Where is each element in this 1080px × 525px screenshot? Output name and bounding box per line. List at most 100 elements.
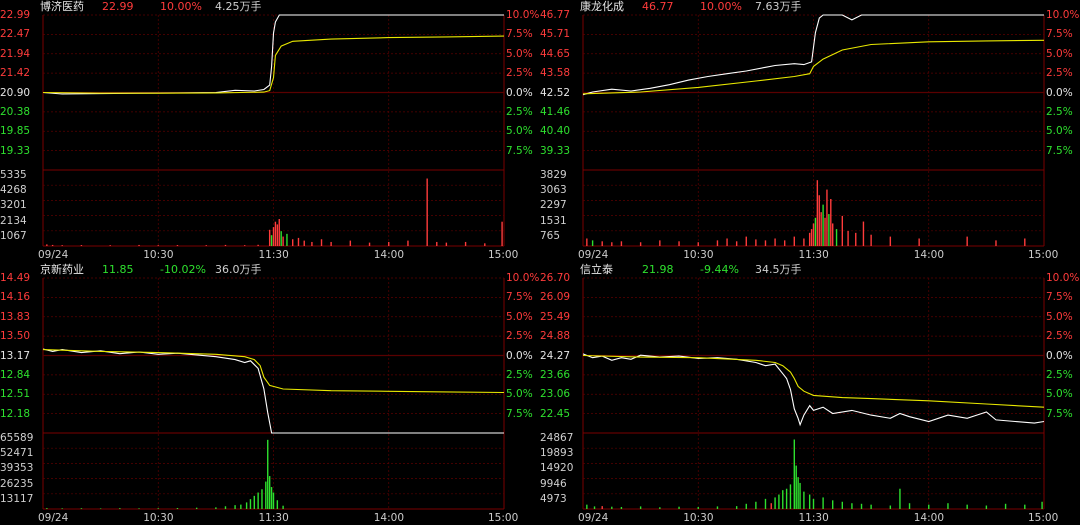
price-axis-label: 39.33 xyxy=(540,144,571,157)
intraday-chart xyxy=(42,14,505,247)
price-axis-label: 20.90 xyxy=(0,86,31,99)
volume-axis-label: 1067 xyxy=(0,229,27,242)
price-line xyxy=(42,14,504,95)
volume-total: 7.63万手 xyxy=(755,0,802,13)
percent-axis-label: 10.0% xyxy=(506,9,540,21)
time-axis-label: 14:00 xyxy=(913,512,945,524)
price-line xyxy=(582,14,1044,96)
chart-grid xyxy=(582,277,1045,510)
volume-axis-label: 4268 xyxy=(0,184,27,197)
date-label: 09/24 xyxy=(38,249,69,261)
price-axis-label: 22.99 xyxy=(0,9,31,21)
percent-axis-label: 5.0% xyxy=(506,388,533,401)
volume-axis-label: 2134 xyxy=(0,214,27,227)
percent-axis-label: 2.5% xyxy=(1046,330,1073,343)
percent-axis-label: 7.5% xyxy=(506,28,533,41)
time-axis-label: 14:00 xyxy=(913,249,945,261)
change-percent: -10.02% xyxy=(160,263,206,276)
volume-bars xyxy=(586,439,1043,509)
volume-total: 34.5万手 xyxy=(755,263,802,276)
last-price: 46.77 xyxy=(642,0,674,13)
percent-axis-label: 7.5% xyxy=(1046,144,1073,157)
volume-axis-label: 3063 xyxy=(540,184,567,197)
date-label: 09/24 xyxy=(578,249,609,261)
time-axis-label: 15:00 xyxy=(1028,249,1059,261)
stock-name: 信立泰 xyxy=(580,263,613,276)
price-axis-label: 24.27 xyxy=(540,349,571,362)
time-axis-label: 14:00 xyxy=(373,512,405,524)
price-axis-label: 13.83 xyxy=(0,310,31,323)
price-axis-label: 24.88 xyxy=(540,330,571,343)
time-axis-label: 11:30 xyxy=(798,512,829,524)
price-axis-label: 40.40 xyxy=(540,125,571,138)
stock-name: 康龙化成 xyxy=(580,0,624,13)
volume-axis-label: 19893 xyxy=(540,447,574,460)
percent-axis-label: 2.5% xyxy=(506,105,533,118)
price-axis-label: 21.42 xyxy=(0,67,31,80)
chart-grid xyxy=(42,14,505,247)
percent-axis-label: 5.0% xyxy=(506,125,533,138)
price-axis-label: 42.52 xyxy=(540,86,571,99)
volume-bars xyxy=(46,439,284,509)
volume-axis-label: 5335 xyxy=(0,169,27,181)
percent-axis-label: 0.0% xyxy=(1046,86,1073,99)
percent-axis-label: 7.5% xyxy=(506,144,533,157)
price-axis-label: 25.49 xyxy=(540,310,571,323)
time-axis-label: 11:30 xyxy=(798,249,829,261)
volume-axis-label: 65589 xyxy=(0,432,34,444)
time-axis-label: 11:30 xyxy=(258,249,289,261)
percent-axis-label: 2.5% xyxy=(1046,368,1073,381)
date-label: 09/24 xyxy=(578,512,609,524)
price-line xyxy=(42,348,504,434)
percent-axis-label: 2.5% xyxy=(506,67,533,80)
percent-axis-label: 0.0% xyxy=(1046,349,1073,362)
percent-axis-label: 5.0% xyxy=(506,310,533,323)
time-axis-label: 15:00 xyxy=(1028,512,1059,524)
time-axis-label: 15:00 xyxy=(488,249,519,261)
volume-axis-label: 765 xyxy=(540,229,561,242)
price-axis-label: 13.50 xyxy=(0,330,31,343)
price-axis-label: 41.46 xyxy=(540,105,571,118)
average-price-line xyxy=(42,349,505,394)
stock-panel-2: 康龙化成 46.77 10.00% 7.63万手 46.77 45.71 44.65 43.5… xyxy=(540,0,1080,262)
price-axis-label: 13.17 xyxy=(0,349,31,362)
intraday-chart xyxy=(582,277,1045,510)
volume-bars xyxy=(586,180,1026,246)
percent-axis-label: 5.0% xyxy=(1046,125,1073,138)
stock-panel-3: 京新药业 11.85 -10.02% 36.0万手 14.49 14.16 13.83 13.… xyxy=(0,263,540,525)
last-price: 21.98 xyxy=(642,263,674,276)
price-axis-label: 26.70 xyxy=(540,272,571,284)
percent-axis-label: 2.5% xyxy=(506,330,533,343)
average-price-line xyxy=(582,39,1045,95)
price-line xyxy=(582,353,1045,427)
volume-axis-label: 26235 xyxy=(0,477,34,490)
stock-panel-1: 博济医药 22.99 10.00% 4.25万手 22.99 22.47 21.94 21.4… xyxy=(0,0,540,262)
price-axis-label: 45.71 xyxy=(540,28,571,41)
change-percent: -9.44% xyxy=(700,263,739,276)
price-axis-label: 46.77 xyxy=(540,9,571,21)
price-axis-label: 22.45 xyxy=(540,407,571,420)
percent-axis-label: 7.5% xyxy=(1046,291,1073,304)
last-price: 11.85 xyxy=(102,263,134,276)
last-price: 22.99 xyxy=(102,0,134,13)
percent-axis-label: 0.0% xyxy=(506,86,533,99)
percent-axis-label: 10.0% xyxy=(506,272,540,284)
time-axis-label: 10:30 xyxy=(143,249,174,261)
average-price-line xyxy=(582,354,1045,408)
price-axis-label: 12.84 xyxy=(0,368,31,381)
price-axis-label: 23.66 xyxy=(540,368,571,381)
price-axis-label: 26.09 xyxy=(540,291,571,304)
price-axis-label: 12.51 xyxy=(0,388,31,401)
time-axis-label: 10:30 xyxy=(143,512,174,524)
percent-axis-label: 0.0% xyxy=(506,349,533,362)
time-axis-label: 11:30 xyxy=(258,512,289,524)
price-axis-label: 22.47 xyxy=(0,28,31,41)
stock-name: 博济医药 xyxy=(40,0,84,13)
percent-axis-label: 10.0% xyxy=(1046,9,1080,21)
percent-axis-label: 2.5% xyxy=(1046,105,1073,118)
average-price-line xyxy=(42,35,505,94)
time-axis-label: 14:00 xyxy=(373,249,405,261)
percent-axis-label: 7.5% xyxy=(1046,28,1073,41)
chart-grid xyxy=(42,277,505,510)
